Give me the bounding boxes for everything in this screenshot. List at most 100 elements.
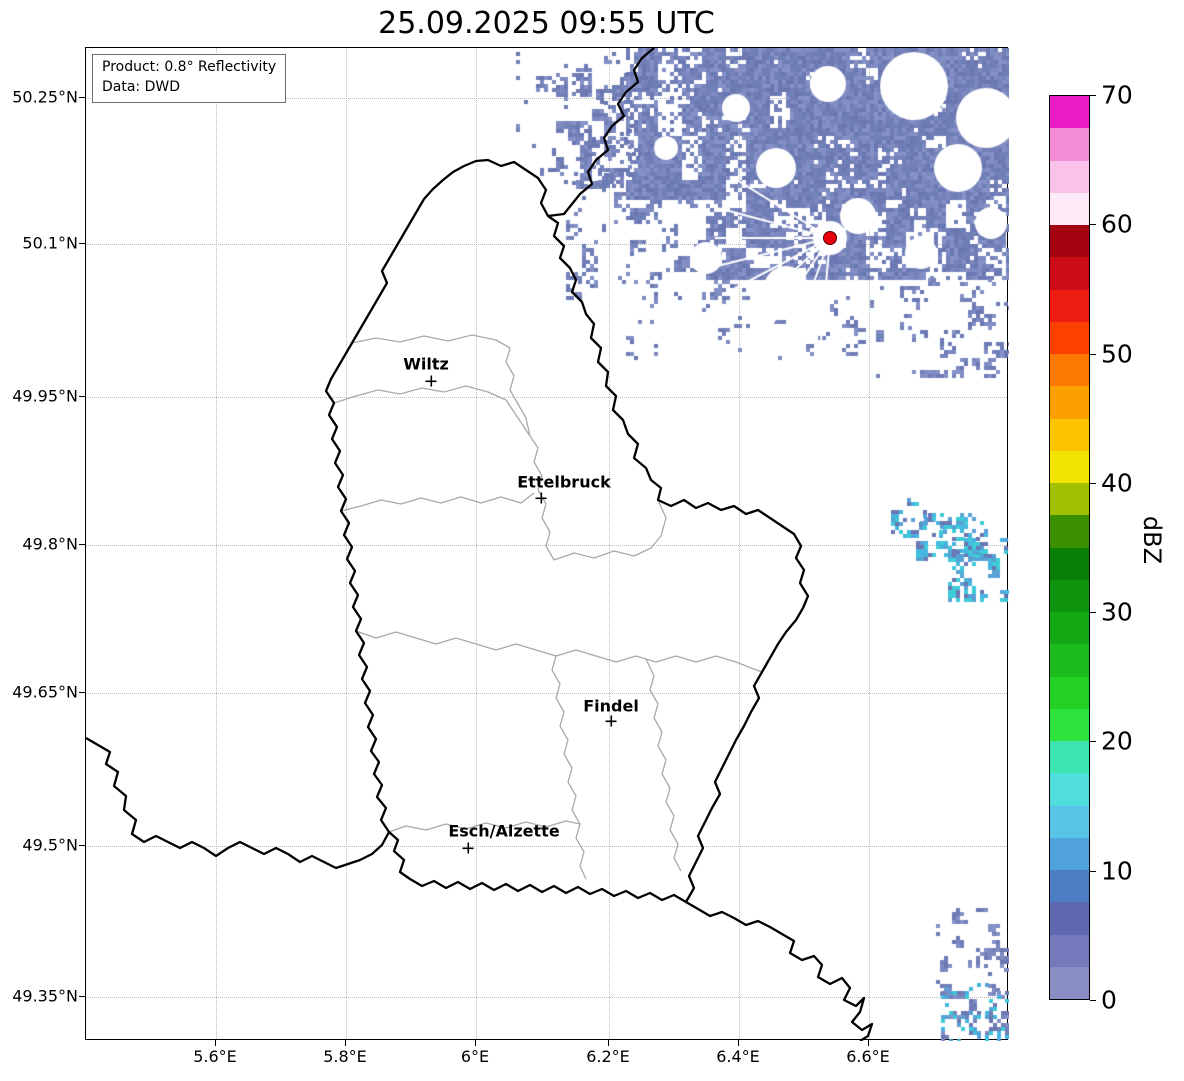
district-border (351, 334, 531, 437)
colorbar-tick-label: 60 (1101, 209, 1133, 239)
y-tick-mark (79, 396, 85, 397)
district-border (645, 658, 682, 872)
colorbar-tick-label: 40 (1101, 468, 1133, 498)
colorbar-segment (1050, 966, 1089, 999)
radar-site-marker (823, 231, 837, 245)
y-tick-mark (79, 996, 85, 997)
y-tick-label: 49.35°N (12, 986, 78, 1006)
city-marker (605, 715, 617, 727)
y-tick-mark (79, 97, 85, 98)
border-line-southwest (86, 737, 391, 870)
district-border (388, 820, 581, 833)
colorbar-tick-label: 10 (1101, 856, 1133, 886)
colorbar-segment (1050, 483, 1089, 516)
district-border (355, 630, 763, 673)
district-border (553, 499, 667, 561)
y-tick-mark (79, 243, 85, 244)
colorbar-segment (1050, 289, 1089, 322)
colorbar-tick-mark (1090, 1000, 1096, 1001)
colorbar-segment (1050, 160, 1089, 193)
y-tick-label: 49.5°N (22, 835, 78, 855)
figure-title: 25.09.2025 09:55 UTC (378, 6, 715, 41)
border-line-north (547, 48, 655, 218)
x-tick-label: 6°E (460, 1047, 490, 1066)
colorbar-tick-mark (1090, 224, 1096, 226)
colorbar-tick-mark (1090, 353, 1096, 355)
colorbar-segment (1050, 612, 1089, 645)
product-info-line: Product: 0.8° Reflectivity (102, 59, 277, 75)
y-tick-label: 50.25°N (12, 87, 78, 107)
colorbar-segment (1050, 128, 1089, 161)
colorbar-segment (1050, 257, 1089, 290)
colorbar-segment (1050, 515, 1089, 548)
colorbar-segment (1050, 354, 1089, 387)
product-info-box: Product: 0.8° Reflectivity Data: DWD (92, 54, 287, 104)
colorbar-tick-mark (1090, 870, 1096, 872)
city-label: Esch/Alzette (448, 821, 560, 841)
colorbar-segment (1050, 547, 1089, 580)
district-border (551, 655, 587, 880)
city-marker (462, 842, 474, 854)
colorbar-axis-label: dBZ (1138, 515, 1166, 565)
x-tick-label: 5.8°E (323, 1047, 367, 1066)
colorbar-segment (1050, 96, 1089, 129)
colorbar-segment (1050, 837, 1089, 870)
x-tick-mark (215, 1040, 216, 1046)
colorbar-tick-mark (1090, 95, 1096, 96)
city-label: Ettelbruck (517, 472, 611, 492)
colorbar-segment (1050, 870, 1089, 903)
colorbar-segment (1050, 450, 1089, 483)
colorbar-segment (1050, 934, 1089, 967)
colorbar-tick-label: 20 (1101, 726, 1133, 756)
district-border (340, 492, 535, 512)
y-tick-label: 50.1°N (22, 233, 78, 253)
colorbar-segment (1050, 741, 1089, 774)
colorbar-tick-mark (1090, 741, 1096, 743)
y-tick-label: 49.95°N (12, 386, 78, 406)
colorbar-segment (1050, 579, 1089, 612)
x-tick-mark (738, 1040, 739, 1046)
x-tick-label: 6.4°E (716, 1047, 760, 1066)
colorbar (1049, 95, 1090, 1000)
colorbar-segment (1050, 386, 1089, 419)
y-tick-mark (79, 544, 85, 545)
district-border (333, 385, 531, 437)
colorbar-segment (1050, 773, 1089, 806)
colorbar-segment (1050, 321, 1089, 354)
y-tick-mark (79, 845, 85, 846)
colorbar-segment (1050, 644, 1089, 677)
colorbar-tick-mark (1090, 612, 1096, 614)
x-tick-mark (608, 1040, 609, 1046)
data-source-line: Data: DWD (102, 78, 180, 95)
x-tick-label: 6.6°E (846, 1047, 890, 1066)
map-plot-area: Product: 0.8° Reflectivity Data: DWD Wil… (85, 47, 1009, 1041)
colorbar-tick-label: 30 (1101, 597, 1133, 627)
border-line-southeast (685, 901, 874, 1041)
city-label: Findel (583, 696, 639, 716)
colorbar-segment (1050, 708, 1089, 741)
colorbar-segment (1050, 902, 1089, 935)
colorbar-segment (1050, 192, 1089, 225)
x-tick-label: 6.2°E (586, 1047, 630, 1066)
y-tick-label: 49.65°N (12, 682, 78, 702)
x-tick-mark (345, 1040, 346, 1046)
country-border-luxembourg (324, 158, 810, 904)
colorbar-tick-label: 70 (1101, 80, 1133, 110)
colorbar-tick-label: 0 (1101, 985, 1117, 1015)
colorbar-tick-label: 50 (1101, 339, 1133, 369)
x-tick-mark (868, 1040, 869, 1046)
colorbar-segment (1050, 676, 1089, 709)
city-marker (425, 375, 437, 387)
colorbar-segment (1050, 225, 1089, 258)
border-overlay (86, 48, 874, 1041)
colorbar-tick-mark (1090, 482, 1096, 484)
y-tick-label: 49.8°N (22, 534, 78, 554)
y-tick-mark (79, 692, 85, 693)
colorbar-segment (1050, 805, 1089, 838)
colorbar-segment (1050, 418, 1089, 451)
x-tick-mark (475, 1040, 476, 1046)
city-marker (535, 492, 547, 504)
city-label: Wiltz (403, 354, 449, 374)
x-tick-label: 5.6°E (193, 1047, 237, 1066)
